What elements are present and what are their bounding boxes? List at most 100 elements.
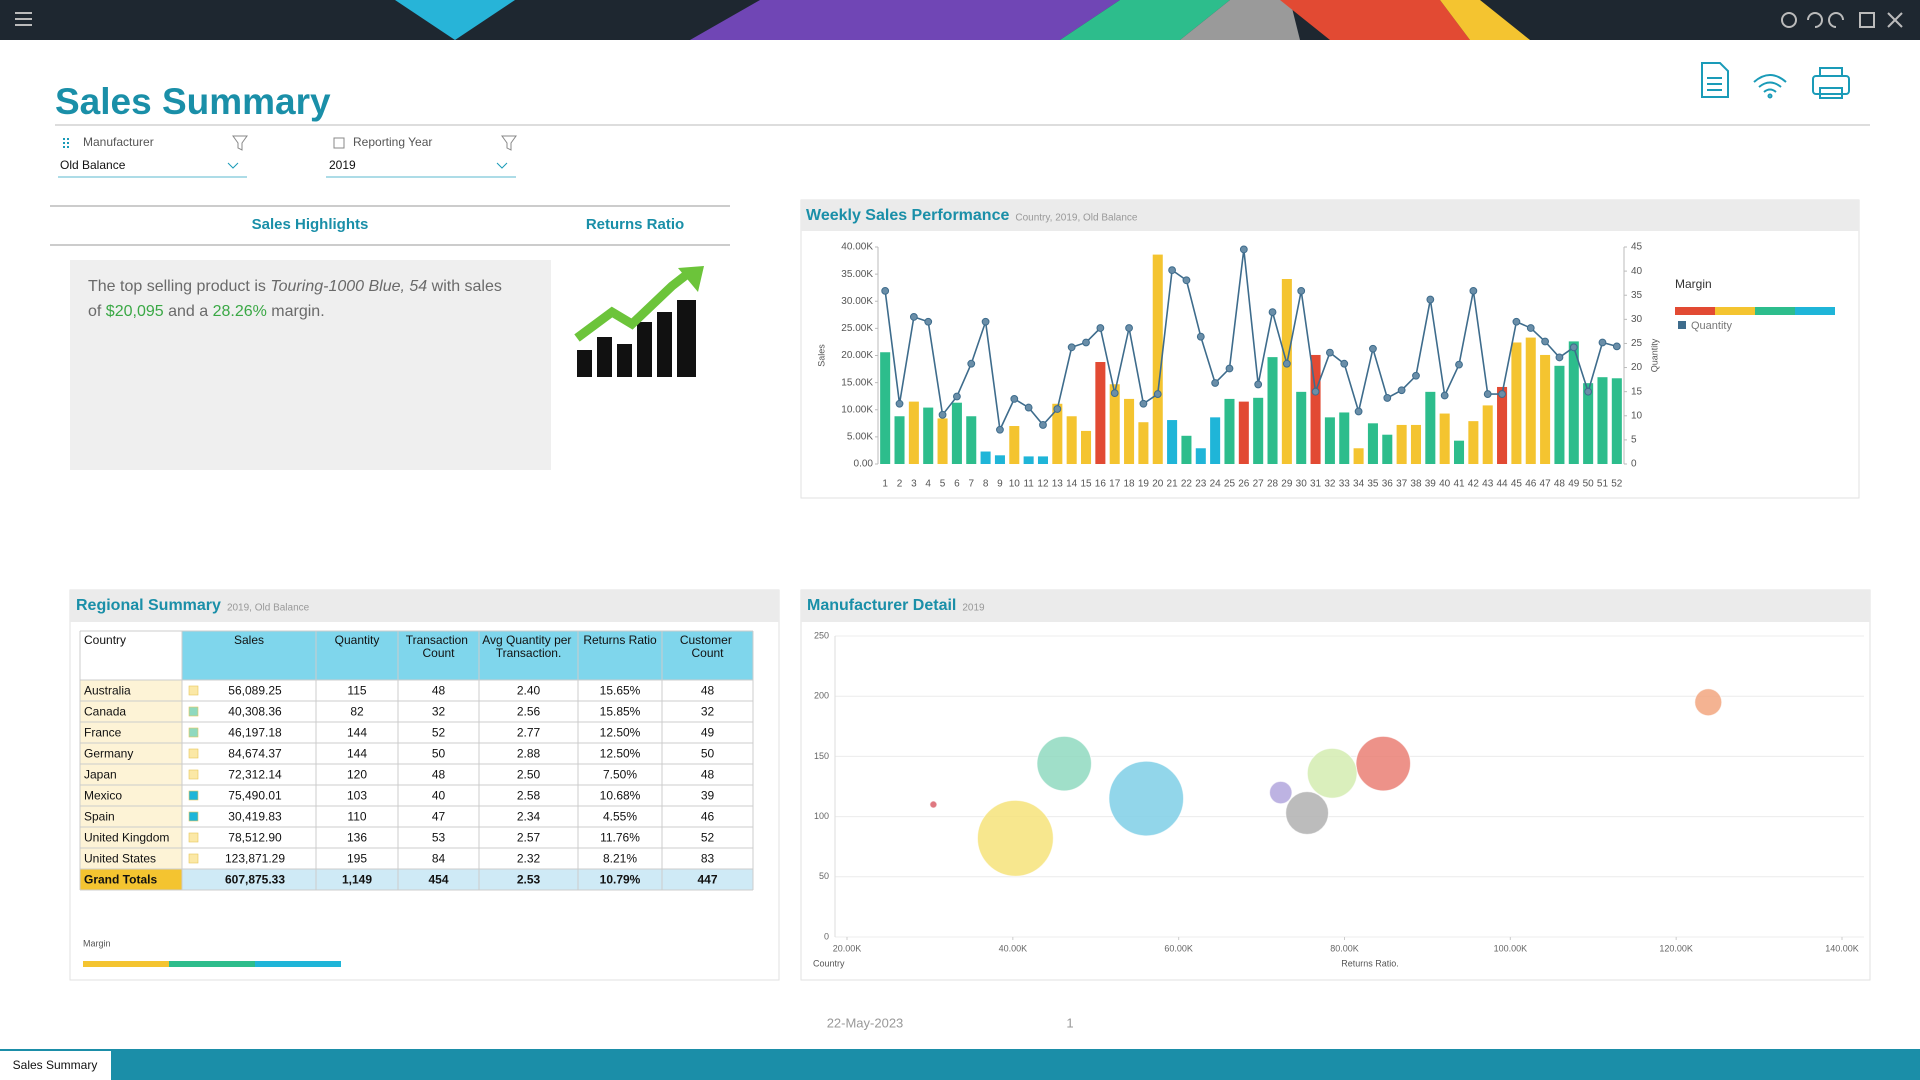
text: with sales of [88,278,502,320]
x-tick-label: 5 [940,479,946,490]
top-decor [1060,0,1230,40]
row-label: Germany [84,747,133,761]
x-tick-label: 27 [1253,479,1265,490]
bar [1037,456,1049,464]
panel-title: Manufacturer Detail [807,597,956,614]
bar [937,418,948,464]
panel-header [70,590,779,622]
line-point [1598,338,1607,347]
country-cell [80,701,182,722]
bar [908,401,919,464]
line-point [1541,337,1549,346]
cell: 30,419.83 [228,810,282,824]
x-tick-label: 8 [983,479,989,490]
bubble [929,800,938,809]
bar [1611,378,1622,464]
x-tick-label: 43 [1482,479,1494,490]
country-cell [80,680,182,701]
legend-swatch [1715,307,1755,315]
filter-clear[interactable] [501,135,517,151]
cell: 48 [432,684,446,698]
column-header: Avg Quantity per Transaction. [482,633,575,660]
y2-axis-label: Quantity [1649,338,1659,372]
legend-label: Quantity [1691,320,1732,332]
dropdown-arrow[interactable] [227,162,239,169]
y2-tick-label: 5 [1631,435,1637,446]
tab-title[interactable]: Sales Highlights [252,216,369,233]
cell: 78,512.90 [228,831,282,845]
sheet-tab[interactable] [0,1051,111,1080]
cell: 447 [697,873,717,887]
line-point [1311,387,1320,396]
cell: 2.32 [517,852,541,866]
x-tick-label: 18 [1123,479,1135,490]
country-cell [80,848,182,869]
bar [1339,412,1350,464]
filter-clear[interactable] [232,135,248,151]
cell: 11.76% [600,831,640,845]
menu-icon[interactable] [15,12,32,26]
line-point [1455,360,1463,369]
legend-swatch [169,961,255,967]
page-title: Sales Summary [55,81,331,122]
bar [1410,424,1422,464]
header-icons[interactable] [1701,62,1850,99]
cell: 15.65% [600,684,641,698]
margin-swatch [188,790,199,801]
x-tick-label: 32 [1324,479,1336,490]
x-tick-label: 24 [1210,479,1222,490]
cell: 84 [432,852,446,866]
cell: 195 [347,852,367,866]
line-point [1397,386,1406,395]
x-tick-label: 39 [1425,479,1437,490]
x-tick-label: 10 [1009,479,1021,490]
line-point [1225,364,1234,373]
bar [1511,342,1522,464]
filter-label: Reporting Year [353,135,432,149]
sheet-tab-label[interactable]: Sales Summary [13,1058,98,1072]
cell: 48 [432,768,446,782]
filter-value[interactable]: Old Balance [60,158,126,172]
cell: 46,197.18 [228,726,282,740]
bar [923,407,934,464]
legend-title: Country [813,958,845,968]
line-point [1469,286,1478,295]
y-tick-label: 100 [814,811,829,821]
cell: 2.77 [517,726,541,740]
bubble [1694,688,1723,717]
x-tick-label: 23 [1195,479,1207,490]
window-controls[interactable] [1781,12,1903,28]
line-point [1512,317,1521,326]
x-tick-label: 42 [1468,479,1480,490]
dropdown-arrow[interactable] [496,162,508,169]
y-tick-label: 250 [814,630,829,640]
bar [1310,354,1321,464]
x-tick-label: 40.00K [999,943,1028,953]
x-tick-label: 80.00K [1330,943,1359,953]
y-tick-label: 30.00K [841,296,873,307]
margin-swatch [188,769,199,780]
tab-title[interactable]: Returns Ratio [586,216,684,233]
top-decor [690,0,1120,40]
row-label: Japan [84,768,117,782]
table-header-bg [182,631,753,680]
y-tick-label: 200 [814,691,829,701]
text: and a [163,303,213,320]
cell: 40 [432,789,446,803]
country-cell [80,785,182,806]
filter-icon [63,138,69,148]
bubble [1306,747,1358,799]
line-point [1426,295,1435,304]
filter-value[interactable]: 2019 [329,158,356,172]
cell: 32 [432,705,446,719]
y-axis-label: Sales [816,344,826,367]
row-label: United Kingdom [84,831,169,845]
x-tick-label: 40 [1439,479,1451,490]
bar [1497,386,1508,464]
cell: 52 [432,726,446,740]
x-tick-label: 9 [997,479,1003,490]
column-header: Quantity [335,633,380,647]
x-tick-label: 30 [1296,479,1308,490]
x-tick-label: 45 [1511,479,1523,490]
